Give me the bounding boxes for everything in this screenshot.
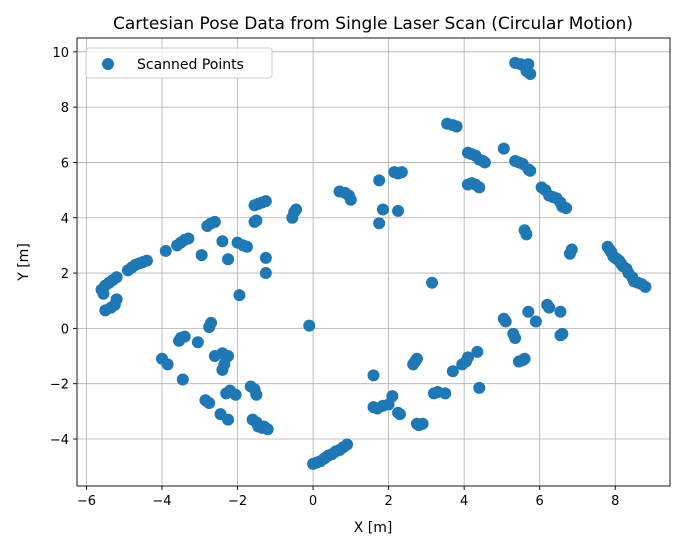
data-point [426, 276, 439, 289]
data-point [376, 203, 389, 216]
data-point [303, 319, 316, 332]
data-point [110, 271, 123, 284]
y-tick-label: 4 [61, 212, 69, 227]
data-point [222, 253, 235, 266]
data-point [203, 320, 216, 333]
data-point [471, 345, 484, 358]
data-point [367, 369, 380, 382]
plot-frame [76, 37, 671, 487]
data-point [240, 240, 253, 253]
data-point [172, 334, 185, 347]
y-tick-label: 8 [61, 101, 69, 116]
data-point [565, 243, 578, 256]
data-point [473, 381, 486, 394]
data-point [341, 438, 354, 451]
data-point [522, 305, 535, 318]
data-point [386, 390, 399, 403]
data-point [344, 193, 357, 206]
data-point [450, 120, 463, 133]
data-point [518, 352, 531, 365]
legend-label: Scanned Points [137, 57, 244, 73]
data-point [509, 332, 522, 345]
data-point [446, 365, 459, 378]
data-point [524, 67, 537, 80]
data-point [478, 156, 491, 169]
data-point [250, 388, 263, 401]
y-tick-label: 2 [61, 267, 69, 282]
data-point [499, 315, 512, 328]
data-point [222, 413, 235, 426]
data-point [473, 181, 486, 194]
data-point [529, 315, 542, 328]
data-point [554, 305, 567, 318]
data-point [373, 174, 386, 187]
data-point [393, 408, 406, 421]
data-point [416, 417, 429, 430]
chart-title: Cartesian Pose Data from Single Laser Sc… [113, 14, 633, 34]
data-point [182, 232, 195, 245]
x-tick-label: 6 [536, 494, 544, 509]
legend: Scanned Points [85, 47, 273, 79]
data-point [159, 244, 172, 257]
x-tick-label: 2 [384, 494, 392, 509]
data-point [497, 142, 510, 155]
x-tick-label: 0 [309, 494, 317, 509]
y-tick-label: 0 [61, 322, 69, 337]
x-tick-label: 4 [460, 494, 468, 509]
data-point [524, 164, 537, 177]
data-point [259, 195, 272, 208]
axis-ticks: −6 −4 −2 0 2 4 6 8 −4 −2 0 2 4 6 8 10 [50, 46, 620, 509]
data-point [410, 352, 423, 365]
grid-lines [77, 38, 670, 486]
data-point [216, 363, 229, 376]
data-point [461, 351, 474, 364]
data-point [222, 350, 235, 363]
x-tick-label: −2 [228, 494, 247, 509]
data-point [99, 304, 112, 317]
data-point [191, 336, 204, 349]
data-point [392, 204, 405, 217]
x-tick-label: −6 [77, 494, 96, 509]
data-point [261, 423, 274, 436]
data-point [195, 249, 208, 262]
data-point [161, 358, 174, 371]
data-point [439, 387, 452, 400]
y-tick-label: −2 [50, 378, 69, 393]
data-point [229, 388, 242, 401]
legend-marker [102, 58, 114, 70]
data-point [373, 217, 386, 230]
data-points [95, 56, 652, 470]
data-point [259, 251, 272, 264]
y-tick-label: 6 [61, 156, 69, 171]
data-point [216, 235, 229, 248]
data-point [97, 287, 110, 300]
data-point [639, 280, 652, 293]
data-point [176, 373, 189, 386]
data-point [233, 289, 246, 302]
data-point [543, 301, 556, 314]
y-tick-label: −4 [50, 433, 69, 448]
data-point [140, 254, 153, 267]
data-point [395, 166, 408, 179]
x-tick-label: 8 [611, 494, 619, 509]
data-point [290, 203, 303, 216]
data-point [556, 327, 569, 340]
y-tick-label: 10 [52, 46, 69, 61]
data-point [203, 397, 216, 410]
data-point [560, 202, 573, 215]
data-point [208, 215, 221, 228]
data-point [250, 214, 263, 227]
y-axis-label: Y [m] [16, 243, 32, 282]
x-tick-label: −4 [152, 494, 171, 509]
data-point [520, 228, 533, 241]
x-axis-label: X [m] [354, 520, 393, 536]
legend-box [85, 47, 273, 79]
data-point [259, 267, 272, 280]
